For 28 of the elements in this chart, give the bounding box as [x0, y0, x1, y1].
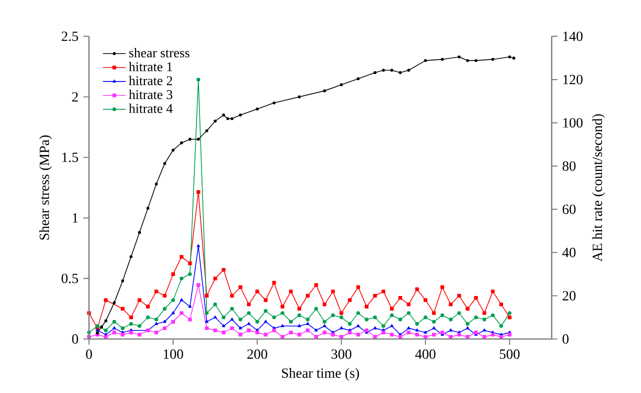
y-tick-label: 0.5: [62, 274, 78, 284]
legend-label: hitrate 3: [128, 90, 172, 100]
y-tick-label: 0: [72, 334, 78, 344]
legend-label: shear stress: [129, 48, 190, 58]
legend-label: hitrate 2: [128, 76, 172, 86]
y2-tick-label: 60: [562, 204, 576, 214]
y-axis-title: Shear stress (MPa): [39, 135, 52, 240]
x-tick-label: 500: [500, 349, 520, 359]
x-tick-label: 100: [164, 349, 184, 359]
y2-tick-label: 100: [563, 118, 583, 128]
y-tick-label: 1: [72, 213, 78, 223]
legend-label: hitrate 4: [128, 104, 173, 114]
y2-axis-title: AE hit rate (count/second): [592, 114, 605, 262]
y2-tick-label: 120: [563, 74, 583, 84]
y-tick-label: 2.5: [62, 32, 78, 42]
y2-tick-label: 80: [562, 161, 576, 171]
x-axis-title: Shear time (s): [282, 368, 359, 381]
x-tick-label: 200: [247, 349, 268, 359]
y-tick-label: 2: [72, 92, 78, 102]
y2-tick-label: 20: [562, 291, 576, 300]
x-tick-label: 400: [415, 349, 436, 359]
y2-tick-label: 40: [562, 248, 576, 258]
y2-tick-label: 0: [562, 334, 569, 344]
y2-tick-label: 140: [563, 32, 583, 42]
x-tick-label: 0: [86, 349, 92, 359]
legend-label: hitrate 1: [128, 62, 172, 72]
x-tick-label: 300: [332, 349, 352, 359]
y-tick-label: 1.5: [62, 152, 78, 162]
